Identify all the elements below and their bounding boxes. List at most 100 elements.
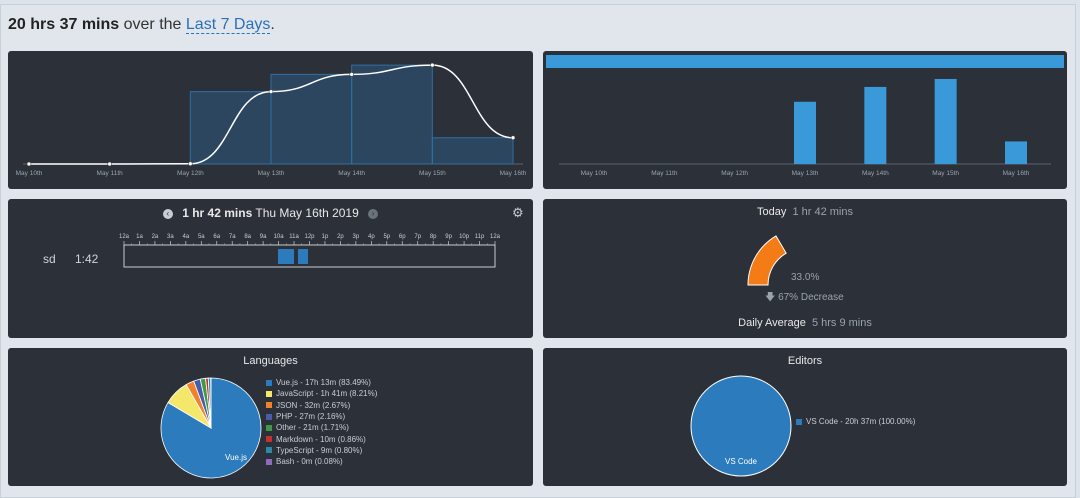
x-tick-label: May 13th — [258, 170, 285, 177]
activity-chart-panel: May 10th May 11th May 12th May 13th May 14th… — [8, 51, 533, 189]
editors-legend: VS Code - 20h 37m (100.00%) — [796, 416, 915, 427]
hour-label: 3p — [353, 234, 360, 240]
summary-middle: over the — [123, 16, 182, 33]
header-bar — [546, 55, 1064, 68]
x-tick-label: May 12th — [721, 170, 748, 177]
legend-swatch — [266, 458, 272, 465]
activity-block — [298, 249, 308, 264]
editors-pie: VS Code — [690, 375, 792, 477]
languages-pie: Vue.js — [160, 377, 262, 479]
x-tick-label: May 10th — [16, 170, 43, 177]
hour-label: 5a — [198, 234, 205, 240]
range-link[interactable]: Last 7 Days — [185, 16, 271, 34]
editors-title: Editors — [787, 355, 823, 367]
day-timeline: 12a 1a 2a 3a 4a 5a 6a 7a 8a 9a 10a 11a 12p 1p 2p 3p 4p 5p… — [119, 234, 501, 268]
activity-point — [26, 161, 32, 167]
daily-average-label: Daily Average — [738, 317, 806, 329]
x-tick-label: May 14th — [338, 170, 365, 177]
timeline-track — [123, 244, 496, 268]
day-view-time: 1 hr 42 mins — [182, 206, 253, 220]
daily-average-row: Daily Average 5 hrs 9 mins — [543, 317, 1067, 329]
x-tick-label: May 11th — [97, 170, 124, 177]
hour-label: 4p — [368, 234, 375, 240]
hour-label: 2p — [337, 234, 344, 240]
today-value: 1 hr 42 mins — [792, 206, 853, 218]
languages-legend: Vue.js - 17h 13m (83.49%) JavaScript - 1h… — [266, 377, 377, 467]
daily-bars-panel: May 10th May 11th May 12th May 13th May 14th… — [543, 51, 1067, 189]
activity-point — [430, 62, 435, 68]
hour-label: 10p — [459, 234, 470, 240]
legend-item[interactable]: JSON - 32m (2.67%) — [266, 400, 377, 411]
x-tick-label: May 16th — [1003, 170, 1030, 177]
day-bar — [1005, 141, 1027, 164]
hour-label: 7a — [229, 234, 236, 240]
x-tick-label: May 12th — [177, 170, 204, 177]
activity-point — [510, 135, 516, 140]
legend-label: JSON - 32m (2.67%) — [276, 400, 351, 410]
legend-item[interactable]: Bash - 0m (0.08%) — [266, 456, 377, 467]
languages-panel: Languages Vue.js Vue.js - 17h 13m (83.49… — [8, 348, 533, 486]
hour-label: 6a — [213, 234, 220, 240]
legend-swatch — [266, 390, 272, 397]
hour-label: 12a — [119, 234, 130, 240]
gear-icon[interactable]: ⚙ — [512, 205, 524, 220]
today-gauge — [747, 235, 787, 286]
hour-label: 11p — [475, 234, 485, 240]
area-step — [431, 137, 514, 165]
legend-label: PHP - 27m (2.16%) — [276, 412, 346, 422]
pie-label: Vue.js — [225, 453, 247, 462]
hour-label: 5p — [383, 234, 390, 240]
legend-label: VS Code - 20h 37m (100.00%) — [806, 417, 916, 427]
x-tick-label: May 11th — [651, 170, 678, 177]
hour-label: 9p — [445, 234, 452, 240]
editors-panel: Editors VS Code VS Code - 20h 37m (100.0… — [543, 348, 1067, 486]
legend-item[interactable]: TypeScript - 9m (0.80%) — [266, 445, 377, 456]
gauge-percent: 33.0% — [791, 272, 820, 283]
legend-swatch — [266, 424, 272, 431]
legend-label: Bash - 0m (0.08%) — [276, 457, 343, 467]
pie-slice — [690, 375, 792, 477]
hour-label: 12a — [490, 234, 501, 240]
legend-item[interactable]: Other - 21m (1.71%) — [266, 422, 377, 433]
hour-label: 7p — [414, 234, 421, 240]
hour-label: 1a — [136, 234, 143, 240]
daily-average-value: 5 hrs 9 mins — [811, 317, 872, 329]
legend-item[interactable]: JavaScript - 1h 41m (8.21%) — [266, 388, 377, 399]
hour-label: 8p — [430, 234, 437, 240]
chevron-right-icon[interactable]: › — [368, 208, 379, 219]
hour-label: 9a — [260, 234, 267, 240]
area-step — [351, 64, 433, 165]
today-panel: Today 1 hr 42 mins 33.0% 🡇 67% Decrease … — [543, 199, 1067, 338]
day-bar — [794, 101, 816, 164]
today-label: Today — [756, 206, 787, 218]
change-text: 67% Decrease — [778, 292, 844, 303]
activity-block — [278, 249, 294, 264]
legend-item[interactable]: Markdown - 10m (0.86%) — [266, 433, 377, 444]
change-row: 🡇 67% Decrease — [765, 290, 844, 307]
area-step — [270, 73, 353, 165]
day-bar — [934, 78, 957, 164]
legend-swatch — [266, 379, 272, 386]
legend-swatch — [266, 447, 272, 454]
chevron-left-icon[interactable]: ‹ — [162, 208, 173, 219]
legend-item[interactable]: Vue.js - 17h 13m (83.49%) — [266, 377, 377, 388]
legend-swatch — [796, 418, 802, 425]
activity-point — [188, 161, 193, 166]
row-label: sd — [43, 252, 56, 266]
legend-label: JavaScript - 1h 41m (8.21%) — [276, 389, 378, 399]
summary-end: . — [270, 16, 275, 33]
x-tick-label: May 16th — [500, 170, 527, 177]
arrow-down-icon: 🡇 — [765, 292, 776, 303]
legend-label: Vue.js - 17h 13m (83.49%) — [276, 378, 371, 388]
daily-bar-chart: May 10th May 11th May 12th May 13th May 14th… — [546, 55, 1064, 177]
total-time: 20 hrs 37 mins — [8, 16, 120, 33]
activity-point — [349, 72, 354, 77]
legend-item[interactable]: VS Code - 20h 37m (100.00%) — [796, 416, 915, 427]
hour-label: 11a — [289, 234, 299, 240]
legend-swatch — [266, 436, 272, 443]
x-tick-label: May 13th — [792, 170, 819, 177]
legend-swatch — [266, 402, 272, 409]
legend-item[interactable]: PHP - 27m (2.16%) — [266, 411, 377, 422]
hour-label: 8a — [244, 234, 251, 240]
day-bar — [864, 86, 887, 164]
